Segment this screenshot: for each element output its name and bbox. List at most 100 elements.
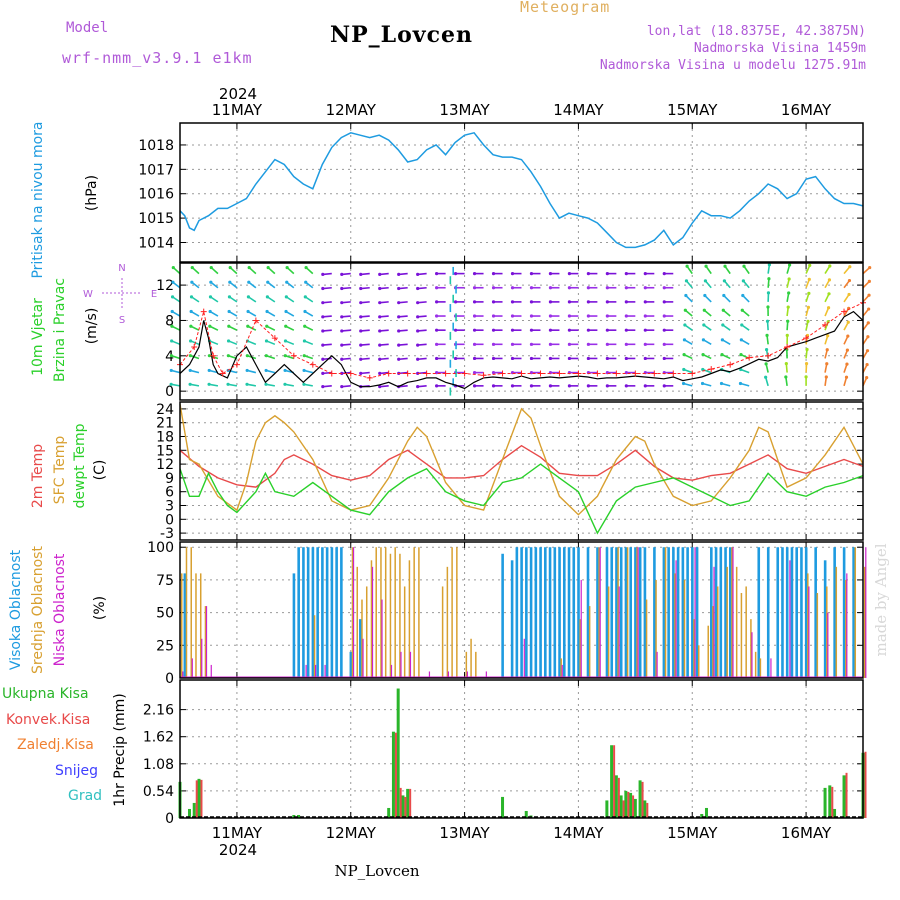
wind-arrow-head [767,277,771,281]
wind-arrow-head [304,280,308,284]
wind-gust-point [271,335,278,342]
cloud-bar [558,547,561,678]
wind-arrow-head [685,264,689,268]
cloud-bar [370,560,373,678]
wind-arrow-head [435,286,439,290]
station-title: NP_Lovcen [330,22,473,48]
wind-arrow-head [701,338,706,342]
cloud-bar [485,671,487,678]
wind-gust-point [841,308,848,315]
wind-arrow-head [529,342,534,346]
wind-arrow-head [435,328,439,332]
wind-arrow-head [548,342,553,346]
wind-arrow-head [397,357,401,361]
wind-arrow-head [702,308,706,312]
wind-arrow-head [491,342,496,346]
wind-arrow-head [662,356,666,361]
cloud-bar [816,593,819,678]
wind-arrow-head [302,382,306,386]
x-tick-label-top: 14MAY [553,101,604,119]
cloud-bar [716,586,719,678]
cloud-bar [615,547,618,678]
precip-legend-item: Konvek.Kisa [6,712,90,728]
wind-arrow-head [683,308,687,312]
cloud-bar [400,651,402,678]
precip-bar-convective [394,732,397,818]
wind-arrow-head [529,384,534,388]
wind-arrow-head [867,279,871,283]
wind-arrow-head [624,356,628,361]
wind-arrow-head [472,286,477,290]
precip-legend-item: Grad [68,788,102,804]
wind-arrow-head [283,354,287,358]
precip-bar-convective [831,786,834,818]
wind-arrow-head [190,280,194,284]
wind-arrow-head [567,356,572,361]
cloud-bar [361,599,363,678]
wind-arrow-head [529,314,534,318]
cloud-bar [823,560,827,678]
wind-gust-point [556,370,563,377]
wind-arrow-head [246,295,251,299]
cloud-bar [634,547,637,678]
cloud-bar [693,619,695,678]
wind-arrow-head [303,309,307,314]
wind-arrow-head [189,339,193,343]
precip-bar-total [192,802,196,818]
panel-background [180,263,863,400]
wind-gust-point [252,317,259,324]
cloud-bar [785,547,789,678]
wind-arrow-head [567,384,572,388]
cloud-bar [470,638,472,678]
wind-arrow-head [359,371,363,375]
y-tick-label: 0 [165,811,174,827]
precip-bar-total [387,807,391,818]
cloud-bar [529,547,533,678]
wind-gust-point [518,370,525,377]
cloud-bar [403,586,406,678]
precip-bar-total [633,798,637,818]
wind-arrow-head [787,277,791,281]
wind-arrow-head [491,272,496,276]
wind-arrow-head [208,295,213,299]
precip-bar-total [842,775,846,818]
cloud-bar [653,547,656,678]
y-tick-label: 1015 [138,211,174,227]
wind-arrow-head [397,301,401,305]
cloud-bar [185,547,188,678]
wind-arrow-head [378,286,382,291]
wind-arrow-head [245,368,249,373]
wind-arrow-head [548,328,553,332]
wind-arrow-head [340,329,344,333]
wind-arrow-head [171,265,175,270]
wind-arrow-head [643,272,647,276]
precip-bar-total [629,792,633,818]
cloud-bar [833,547,836,678]
precip-bar-convective [404,796,407,818]
cloud-bar [835,566,838,678]
cloud-bar [814,547,817,678]
precip-bar-total [624,790,628,818]
wind-gust-point [442,370,449,377]
cloud-bar [465,651,468,678]
cloud-bar [356,566,358,678]
wind-arrow-head [169,354,174,358]
wind-arrow-head [765,319,770,323]
cloud-bar [781,547,784,678]
cloud-bar [409,651,412,678]
y-tick-label: 1.62 [143,730,174,746]
wind-arrow-head [805,347,809,352]
wind-arrow-head [721,308,725,312]
wind-gust-point [191,343,198,350]
cloud-bar [292,573,296,678]
wind-arrow-head [359,301,363,305]
cloud-bar [728,547,732,678]
wind-arrow-head [567,314,572,318]
wind-arrow-head [510,272,515,276]
wind-arrow-head [302,354,306,358]
wind-arrow-head [378,272,382,276]
panel-frame [179,541,864,679]
wind-arrow-head [662,314,666,318]
panel-precip: 0 0.54 1.08 1.62 2.16 [143,679,867,827]
y-tick-label: 1017 [138,162,174,178]
